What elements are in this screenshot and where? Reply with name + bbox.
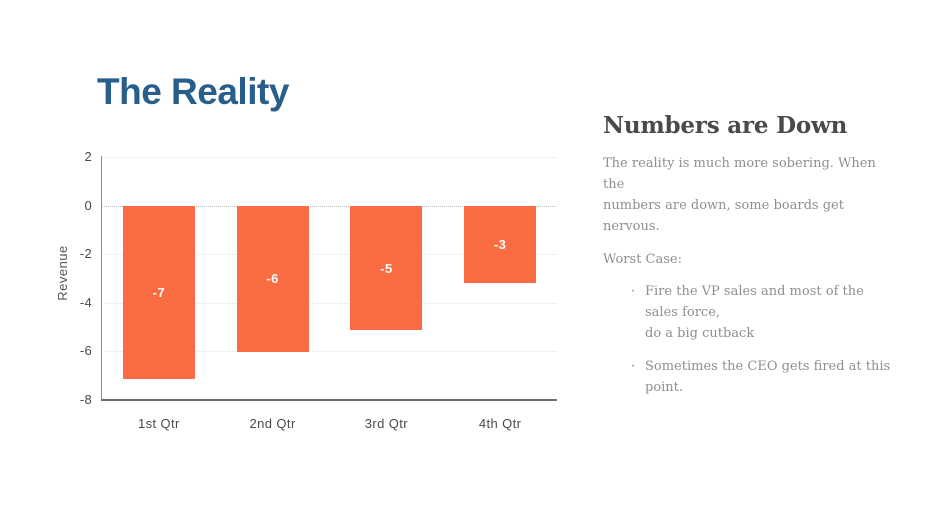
bar-2nd-qtr: -6 — [236, 206, 309, 352]
bar-value-label: -6 — [266, 271, 279, 287]
zero-gridline — [102, 205, 557, 207]
gridline — [102, 157, 557, 158]
text-column: Numbers are Down The reality is much mor… — [603, 112, 893, 410]
worst-case-bullet-list: · Fire the VP sales and most of the sale… — [631, 281, 893, 398]
revenue-bar-chart: Revenue 2 0 -2 -4 -6 -8 -7 1st Qtr -6 2nd Qtr -5 3r… — [54, 149, 557, 431]
x-tick-label: 3rd Qtr — [364, 416, 409, 431]
bar-value-label: -7 — [152, 284, 166, 300]
y-axis-title: Revenue — [54, 245, 70, 301]
y-tick-label: -8 — [79, 392, 92, 407]
intro-line-1: The reality is much more sobering. When … — [603, 156, 876, 192]
bullet-dot-icon: · — [631, 359, 636, 374]
y-axis-spine — [100, 156, 102, 401]
bar-value-label: -5 — [380, 260, 393, 276]
gridline — [102, 351, 557, 353]
intro-paragraph: The reality is much more sobering. When … — [603, 153, 893, 237]
bar-3rd-qtr: -5 — [350, 206, 423, 330]
section-heading: Numbers are Down — [603, 112, 848, 139]
x-tick-label: 2nd Qtr — [249, 416, 296, 431]
worst-case-label: Worst Case: — [603, 252, 682, 267]
bullet-item: · Sometimes the CEO gets fired at this p… — [631, 356, 893, 398]
bullet-text-line: do a big cutback — [645, 326, 755, 341]
y-tick-label: 0 — [84, 197, 92, 213]
intro-line-2: numbers are down, some boards get nervou… — [603, 198, 844, 234]
gridline — [102, 302, 557, 304]
bar-1st-qtr: -7 — [122, 206, 195, 379]
x-axis-spine — [100, 399, 557, 401]
bullet-text-line: Sometimes the CEO gets fired at this poi… — [645, 359, 891, 395]
y-tick-label: -2 — [79, 246, 92, 262]
bullet-dot-icon: · — [631, 284, 636, 299]
y-tick-label: 2 — [84, 149, 92, 164]
gridline — [102, 254, 557, 256]
bullet-item: · Fire the VP sales and most of the sale… — [631, 281, 893, 344]
slide-title: The Reality — [97, 70, 289, 112]
y-tick-label: -6 — [79, 343, 92, 359]
x-tick-label: 4th Qtr — [478, 416, 522, 431]
bar-4th-qtr: -3 — [464, 206, 537, 283]
y-tick-label: -4 — [79, 294, 92, 310]
bar-value-label: -3 — [493, 236, 507, 252]
x-tick-label: 1st Qtr — [137, 416, 180, 431]
bullet-text-line: Fire the VP sales and most of the sales … — [645, 284, 864, 320]
